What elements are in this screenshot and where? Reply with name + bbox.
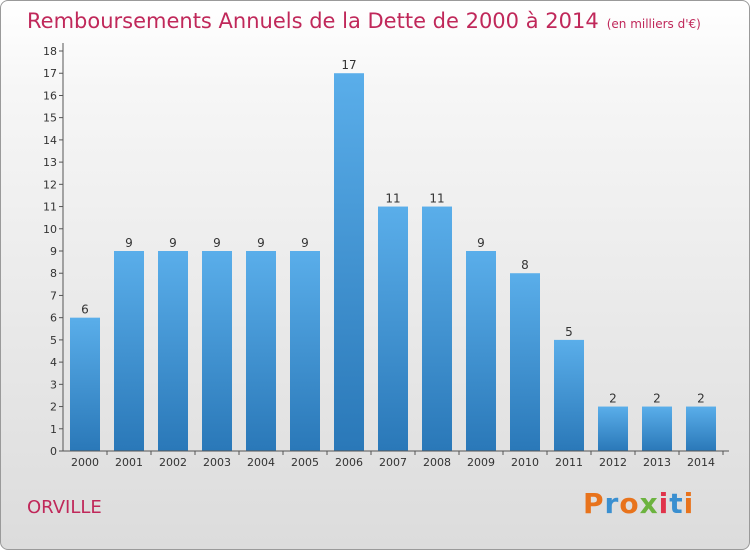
data-label-2014: 2 xyxy=(697,392,705,406)
y-tick-label: 0 xyxy=(50,445,57,458)
chart-title: Remboursements Annuels de la Dette de 20… xyxy=(27,9,701,33)
y-tick-label: 8 xyxy=(50,267,57,280)
data-label-2005: 9 xyxy=(301,236,309,250)
x-tick-label-2013: 2013 xyxy=(643,456,671,469)
bar-2004[interactable] xyxy=(246,251,276,451)
data-label-2013: 2 xyxy=(653,392,661,406)
data-label-2006: 17 xyxy=(341,58,356,72)
data-label-2009: 9 xyxy=(477,236,485,250)
chart-title-text: Remboursements Annuels de la Dette de 20… xyxy=(27,9,599,33)
logo-letter: o xyxy=(619,487,640,520)
x-tick-label-2009: 2009 xyxy=(467,456,495,469)
x-tick-label-2014: 2014 xyxy=(687,456,715,469)
data-label-2002: 9 xyxy=(169,236,177,250)
data-label-2001: 9 xyxy=(125,236,133,250)
data-label-2004: 9 xyxy=(257,236,265,250)
x-tick-label-2002: 2002 xyxy=(159,456,187,469)
commune-name: ORVILLE xyxy=(27,497,102,518)
data-label-2008: 11 xyxy=(429,192,444,206)
bar-2003[interactable] xyxy=(202,251,232,451)
bars: 6 9 9 9 9 9 17 11 11 9 8 5 2 2 2 xyxy=(70,58,716,451)
y-tick-label: 11 xyxy=(43,201,57,214)
x-tick-label-2001: 2001 xyxy=(115,456,143,469)
x-tick-label-2000: 2000 xyxy=(71,456,99,469)
chart-unit-note: (en milliers d'€) xyxy=(606,17,701,31)
logo-letter: P xyxy=(583,487,605,520)
logo-letter: x xyxy=(639,487,659,520)
x-tick-label-2012: 2012 xyxy=(599,456,627,469)
bar-2011[interactable] xyxy=(554,339,584,451)
bar-2002[interactable] xyxy=(158,251,188,451)
y-tick-label: 3 xyxy=(50,378,57,391)
y-tick-label: 2 xyxy=(50,401,57,414)
x-tick-label-2004: 2004 xyxy=(247,456,275,469)
x-tick-label-2011: 2011 xyxy=(555,456,583,469)
x-tick-label-2006: 2006 xyxy=(335,456,363,469)
bar-2012[interactable] xyxy=(598,406,628,451)
logo-letter: t xyxy=(669,487,684,520)
y-tick-label: 15 xyxy=(43,112,57,125)
x-tick-label-2010: 2010 xyxy=(511,456,539,469)
y-tick-label: 9 xyxy=(50,245,57,258)
data-label-2010: 8 xyxy=(521,258,529,272)
y-tick-label: 18 xyxy=(43,45,57,58)
bar-2008[interactable] xyxy=(422,206,452,451)
logo-letter: i xyxy=(658,487,670,520)
y-tick-label: 1 xyxy=(50,423,57,436)
y-tick-label: 17 xyxy=(43,67,57,80)
bar-2005[interactable] xyxy=(290,251,320,451)
y-tick-label: 6 xyxy=(50,312,57,325)
y-tick-label: 14 xyxy=(43,134,57,147)
bar-2000[interactable] xyxy=(70,317,100,451)
proxiti-logo[interactable]: Proxiti xyxy=(583,487,694,520)
x-axis: 2000 2001 2002 2003 2004 2005 2006 2007 2008 2009… xyxy=(63,450,729,469)
x-tick-label-2005: 2005 xyxy=(291,456,319,469)
y-tick-label: 10 xyxy=(43,223,57,236)
bar-2013[interactable] xyxy=(642,406,672,451)
y-tick-label: 16 xyxy=(43,89,57,102)
bar-2001[interactable] xyxy=(114,251,144,451)
y-tick-label: 7 xyxy=(50,289,57,302)
logo-letter: r xyxy=(604,487,620,520)
data-label-2012: 2 xyxy=(609,392,617,406)
bar-2014[interactable] xyxy=(686,406,716,451)
bar-2007[interactable] xyxy=(378,206,408,451)
data-label-2000: 6 xyxy=(81,303,89,317)
bar-2009[interactable] xyxy=(466,251,496,451)
data-label-2007: 11 xyxy=(385,192,400,206)
logo-letter: i xyxy=(683,487,695,520)
x-tick-label-2008: 2008 xyxy=(423,456,451,469)
x-tick-label-2007: 2007 xyxy=(379,456,407,469)
y-tick-label: 4 xyxy=(50,356,57,369)
bar-2006[interactable] xyxy=(334,73,364,451)
y-tick-label: 12 xyxy=(43,178,57,191)
data-label-2003: 9 xyxy=(213,236,221,250)
bar-2010[interactable] xyxy=(510,273,540,451)
x-tick-label-2003: 2003 xyxy=(203,456,231,469)
y-tick-label: 13 xyxy=(43,156,57,169)
data-label-2011: 5 xyxy=(565,325,573,339)
y-tick-label: 5 xyxy=(50,334,57,347)
